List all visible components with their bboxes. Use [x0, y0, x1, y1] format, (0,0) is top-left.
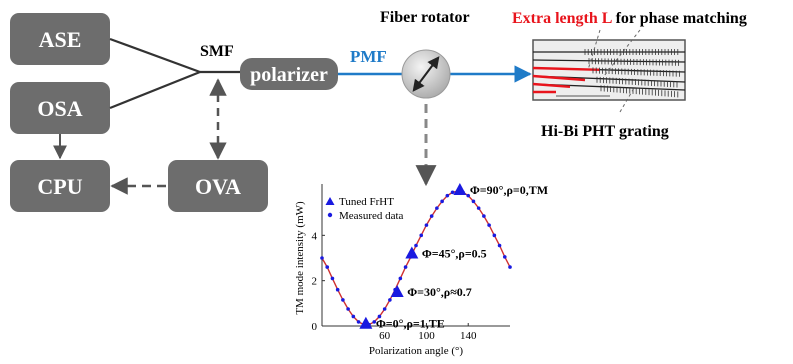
y-tick-label: 2	[312, 276, 318, 288]
measured-point	[482, 214, 486, 218]
measured-point	[335, 287, 340, 292]
measured-point	[450, 190, 455, 195]
ase-label: ASE	[39, 27, 82, 52]
measured-point	[325, 265, 330, 269]
measured-point	[372, 320, 377, 324]
measured-point	[341, 298, 345, 302]
polarization-chart: 60 100 140 0 2 4 Polarization angle (°) TM mode…	[294, 183, 548, 357]
legend-tuned-frht: Tuned FrHT	[339, 196, 394, 208]
fiber-rotator	[401, 49, 451, 99]
measured-point	[497, 243, 502, 248]
tuned-frht-label: Φ=45°,ρ=0.5	[422, 246, 487, 260]
measured-point	[476, 206, 481, 210]
ova-label: OVA	[195, 174, 241, 199]
ova-block: OVA	[168, 160, 268, 212]
measured-point	[445, 193, 450, 198]
y-axis-label: TM mode intensity (mW)	[294, 201, 306, 315]
osa-block: OSA	[10, 82, 110, 134]
tuned-frht-marker	[453, 183, 467, 195]
x-axis-label: Polarization angle (°)	[369, 345, 464, 357]
tuned-frht-label: Φ=0°,ρ=1,TE	[376, 317, 445, 331]
measured-point	[492, 233, 497, 238]
measured-point	[419, 233, 424, 238]
measured-point	[487, 223, 491, 227]
phase-matching-leader	[603, 29, 641, 77]
x-tick-label: 60	[379, 330, 391, 342]
grating-label: Hi-Bi PHT grating	[541, 123, 669, 140]
pmf-label: PMF	[350, 47, 387, 66]
y-tick-label: 0	[312, 321, 318, 333]
cpu-block: CPU	[10, 160, 110, 212]
fiber-rotator-label: Fiber rotator	[380, 9, 470, 26]
pht-grating	[532, 39, 686, 101]
smf-label: SMF	[200, 43, 234, 60]
measured-point	[440, 199, 444, 204]
x-tick-label: 140	[460, 330, 477, 342]
measured-point	[414, 243, 418, 248]
legend-measured-data: Measured data	[339, 210, 404, 222]
measured-point	[377, 314, 382, 319]
polarizer-label: polarizer	[250, 64, 328, 86]
tuned-frht-marker	[405, 246, 419, 259]
ase-block: ASE	[10, 13, 110, 65]
extra-length-leader	[587, 29, 601, 71]
extra-length-label: Extra length L	[512, 10, 612, 27]
measured-point	[351, 314, 356, 319]
phase-matching-label: for phase matching	[612, 10, 747, 27]
measured-point	[330, 276, 335, 281]
polarizer-block: polarizer	[240, 58, 338, 90]
measured-point	[471, 199, 476, 204]
osa-label: OSA	[37, 96, 82, 121]
smf-coupler	[109, 37, 240, 110]
measured-point	[388, 298, 392, 302]
measured-point	[424, 223, 429, 227]
tuned-frht-marker	[359, 316, 373, 329]
tuned-frht-marker	[390, 285, 404, 297]
measured-point	[435, 206, 439, 210]
measured-point	[320, 256, 324, 260]
measured-point	[398, 276, 403, 281]
measured-point	[382, 307, 387, 311]
grating-leader	[619, 87, 635, 113]
x-tick-label: 100	[418, 330, 435, 342]
y-tick-label: 4	[312, 230, 318, 242]
measured-point	[403, 265, 408, 269]
measured-point	[508, 265, 512, 269]
cpu-label: CPU	[37, 174, 82, 199]
tuned-frht-label: Φ=90°,ρ=0,TM	[470, 183, 548, 197]
measured-point	[356, 320, 361, 324]
tuned-frht-label: Φ=30°,ρ≈0.7	[407, 285, 472, 299]
measured-point	[346, 307, 350, 311]
measured-point	[466, 193, 471, 198]
legend-dot-icon	[327, 212, 333, 218]
extra-length-title: Extra length L for phase matching	[512, 10, 747, 27]
legend-triangle-icon	[325, 197, 335, 205]
measured-point	[429, 214, 434, 218]
measured-point	[502, 255, 507, 259]
